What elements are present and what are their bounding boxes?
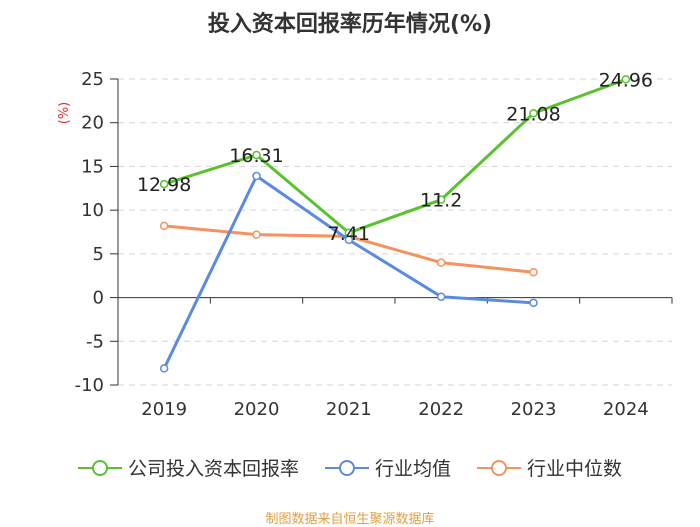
data-point — [436, 258, 446, 267]
legend-label: 行业中位数 — [527, 458, 623, 480]
data-label: 21.08 — [506, 103, 560, 125]
x-tick-label: 2023 — [511, 399, 557, 420]
legend-line-blue-icon — [324, 459, 369, 476]
legend-item-industry-mean[interactable]: 行业均值 — [324, 454, 451, 481]
legend: 公司投入资本回报率 行业均值 行业中位数 — [0, 454, 700, 481]
data-labels: 12.98 16.31 7.41 11.2 21.08 24.96 — [137, 69, 653, 244]
x-tick-label: 2019 — [141, 399, 187, 420]
legend-label: 行业均值 — [374, 458, 451, 480]
data-point — [436, 195, 446, 204]
data-point — [252, 230, 261, 239]
data-label: 12.98 — [137, 174, 191, 196]
legend-line-orange-icon — [477, 459, 521, 476]
data-point — [529, 298, 538, 308]
series-group — [159, 75, 631, 373]
line-chart: 25 20 15 10 5 0 -5 -10 2019 2020 2021 2022 2023 2024 (… — [57, 69, 673, 420]
data-label: 16.31 — [229, 145, 283, 167]
x-tick-label: 2024 — [603, 399, 649, 420]
y-tick-label: 5 — [93, 244, 104, 265]
series-line — [163, 77, 627, 235]
legend-item-company-roic[interactable]: 公司投入资本回报率 — [77, 454, 299, 481]
y-tick-label: 25 — [81, 69, 104, 90]
legend-line-green-icon — [77, 459, 122, 476]
y-axis-label: (%) — [57, 102, 72, 125]
axes: 25 20 15 10 5 0 -5 -10 2019 2020 2021 2022 2023 2024 (… — [57, 69, 673, 420]
data-point — [436, 292, 446, 301]
y-tick-label: -5 — [86, 331, 104, 352]
data-label: 7.41 — [328, 223, 370, 245]
source-note: 制图数据来自恒生聚源数据库 — [265, 512, 435, 527]
y-tick-label: -10 — [75, 375, 104, 396]
data-label: 11.2 — [420, 190, 462, 212]
data-point — [252, 171, 261, 181]
legend-item-industry-median[interactable]: 行业中位数 — [477, 454, 622, 481]
data-label: 24.96 — [599, 69, 653, 91]
x-tick-label: 2022 — [418, 399, 464, 420]
series-line — [162, 174, 534, 370]
data-point — [529, 267, 538, 277]
data-point — [159, 364, 169, 373]
chart-title: 投入资本回报率历年情况(%) — [207, 12, 493, 37]
data-point — [252, 150, 261, 160]
grid-lines — [118, 78, 672, 386]
y-tick-label: 0 — [93, 288, 104, 309]
data-point — [159, 179, 169, 189]
data-point — [159, 221, 169, 231]
y-tick-label: 10 — [81, 200, 104, 221]
data-point — [529, 109, 538, 118]
legend-label: 公司投入资本回报率 — [127, 458, 299, 480]
x-tick-label: 2020 — [234, 399, 280, 420]
data-point — [344, 228, 354, 238]
y-tick-label: 20 — [81, 113, 104, 134]
y-tick-label: 15 — [81, 156, 104, 177]
x-tick-label: 2021 — [326, 399, 372, 420]
data-point — [621, 75, 631, 84]
